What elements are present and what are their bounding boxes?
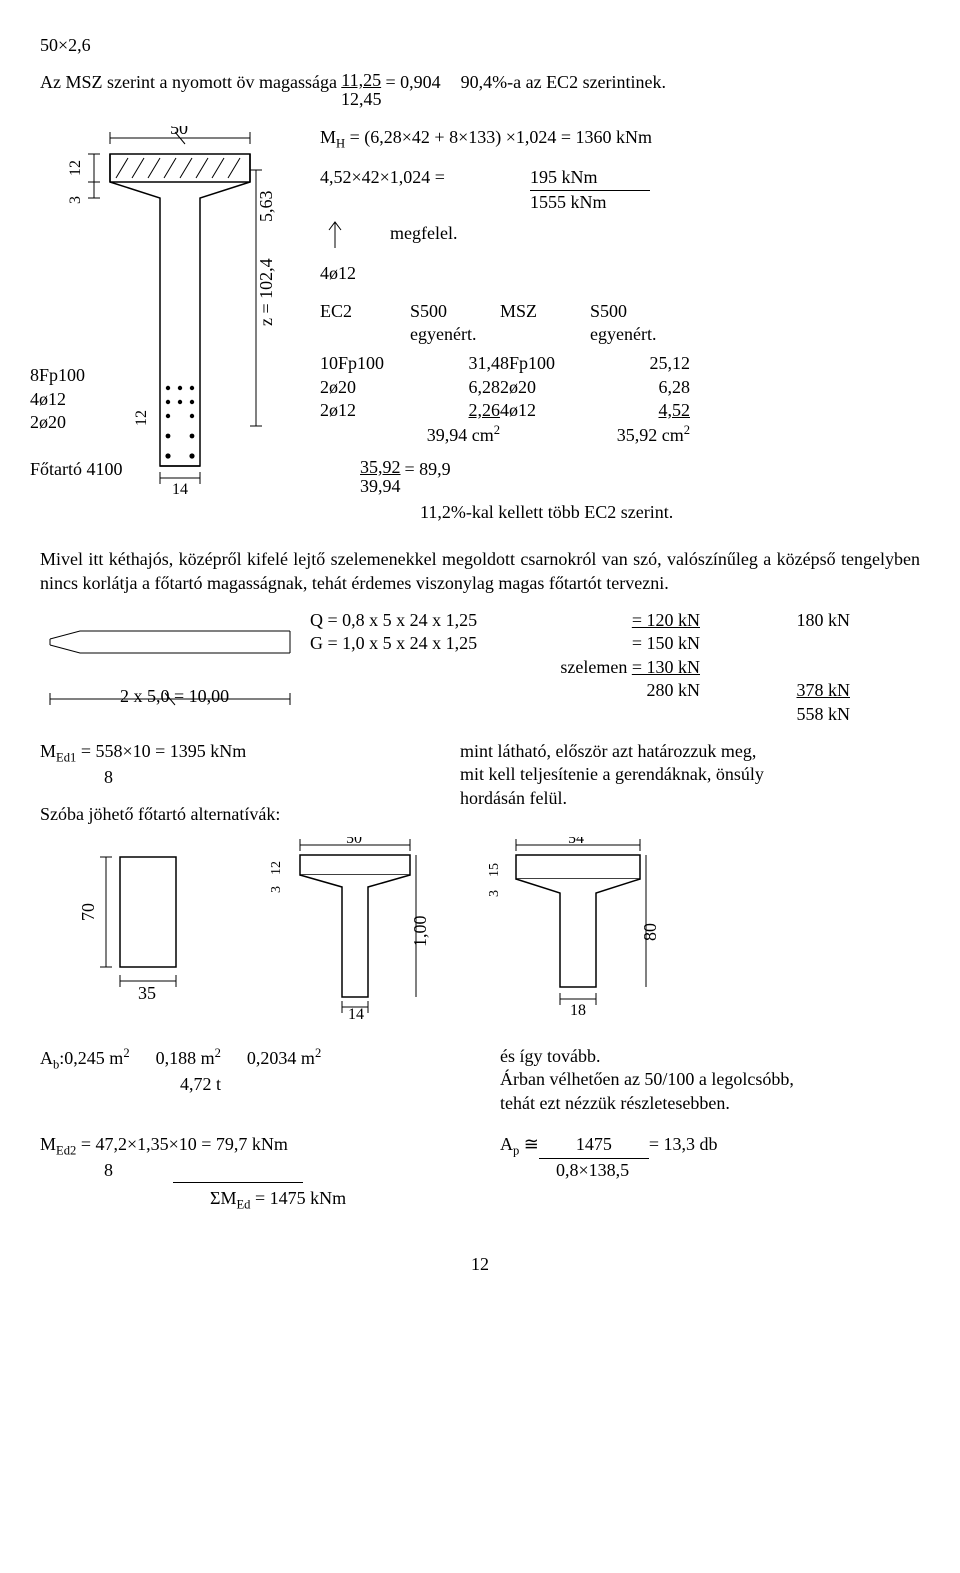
table-r2: 2ø206,282ø206,28 <box>320 376 920 399</box>
section-rect: 70 35 <box>80 837 210 1007</box>
left-labels: 8Fp100 4ø12 2ø20 Főtartó 4100 <box>30 364 123 482</box>
table-r1: 10Fp10031,48Fp10025,12 <box>320 352 920 375</box>
svg-text:3: 3 <box>269 886 284 893</box>
svg-text:50: 50 <box>346 837 362 847</box>
bar-size: 50×2,6 <box>40 34 920 57</box>
sections-row: 70 35 50 12 3 1,00 14 54 15 3 80 <box>80 837 920 1027</box>
mh-line: MH = (6,28×42 + 8×133) ×1,024 = 1360 kNm <box>320 126 920 152</box>
page-number: 12 <box>40 1253 920 1276</box>
svg-text:3: 3 <box>487 890 502 897</box>
top-section: 50×2,6 Az MSZ szerint a nyomott öv magas… <box>40 30 920 524</box>
svg-text:35: 35 <box>138 983 156 1003</box>
svg-text:3: 3 <box>67 196 84 204</box>
loads-eq: = 120 kN = 150 kN szelemen = 130 kN 280 … <box>550 609 700 726</box>
frac-11-25: 11,25 12,45 <box>341 71 382 108</box>
table-r4: 39,94 cm2 35,92 cm2 <box>320 422 920 447</box>
megfelel-row: megfelel. <box>320 216 920 252</box>
4o12: 4ø12 <box>320 262 920 285</box>
ec2-percent: 90,4%-a az EC2 szerintinek. <box>461 71 666 94</box>
svg-text:70: 70 <box>80 903 98 921</box>
med2-row: MEd2 = 47,2×1,35×10 = 79,7 kNm 8 ΣMEd = … <box>40 1133 920 1213</box>
span-diagram: 2 x 5,0 = 10,00 <box>40 609 300 726</box>
svg-text:18: 18 <box>570 1002 586 1019</box>
svg-text:z = 102,4: z = 102,4 <box>256 259 276 327</box>
eq-0904: = 0,904 <box>385 71 440 94</box>
med1-row: MEd1 = 558×10 = 1395 kNm 8 Szóba jöhető … <box>40 740 920 827</box>
svg-text:80: 80 <box>640 923 660 941</box>
table-tail: 11,2%-kal kellett több EC2 szerint. <box>420 501 920 524</box>
svg-text:12: 12 <box>67 160 84 176</box>
loads-labels: Q = 0,8 x 5 x 24 x 1,25 G = 1,0 x 5 x 24… <box>310 609 550 726</box>
svg-text:5,63: 5,63 <box>256 191 276 223</box>
section-t2: 54 15 3 80 18 <box>480 837 660 1027</box>
svg-text:12: 12 <box>269 861 284 875</box>
paragraph-1: Mivel itt kéthajós, középről kifelé lejt… <box>40 548 920 595</box>
svg-text:14: 14 <box>172 481 188 496</box>
svg-text:12: 12 <box>133 410 150 426</box>
table-header: EC2 S500 egyenért. MSZ S500 egyenért. <box>320 300 920 347</box>
ab-row: Ab:0,245 m2 0,188 m2 0,2034 m2 4,72 t és… <box>40 1045 920 1115</box>
table-r3: 2ø122,264ø124,52 <box>320 399 920 422</box>
right-text-col: MH = (6,28×42 + 8×133) ×1,024 = 1360 kNm… <box>320 126 920 524</box>
ratio-line: Az MSZ szerint a nyomott öv magassága 11… <box>40 71 920 108</box>
arrow-up-icon <box>320 216 350 252</box>
svg-text:14: 14 <box>348 1006 364 1023</box>
ratio-row: 35,92 39,94 = 89,9 <box>320 458 920 495</box>
eq2-row: 4,52×42×1,024 = 195 kNm 1555 kNm <box>320 166 920 214</box>
svg-text:50: 50 <box>170 126 188 138</box>
section-t1: 50 12 3 1,00 14 <box>260 837 430 1027</box>
loads-block: 2 x 5,0 = 10,00 Q = 0,8 x 5 x 24 x 1,25 … <box>40 609 920 726</box>
svg-text:1,00: 1,00 <box>410 915 430 947</box>
loads-right: 180 kN 378 kN 558 kN <box>700 609 850 726</box>
svg-text:54: 54 <box>568 837 584 847</box>
text-poststress: Az MSZ szerint a nyomott öv magassága <box>40 71 337 94</box>
svg-text:15: 15 <box>487 863 502 877</box>
